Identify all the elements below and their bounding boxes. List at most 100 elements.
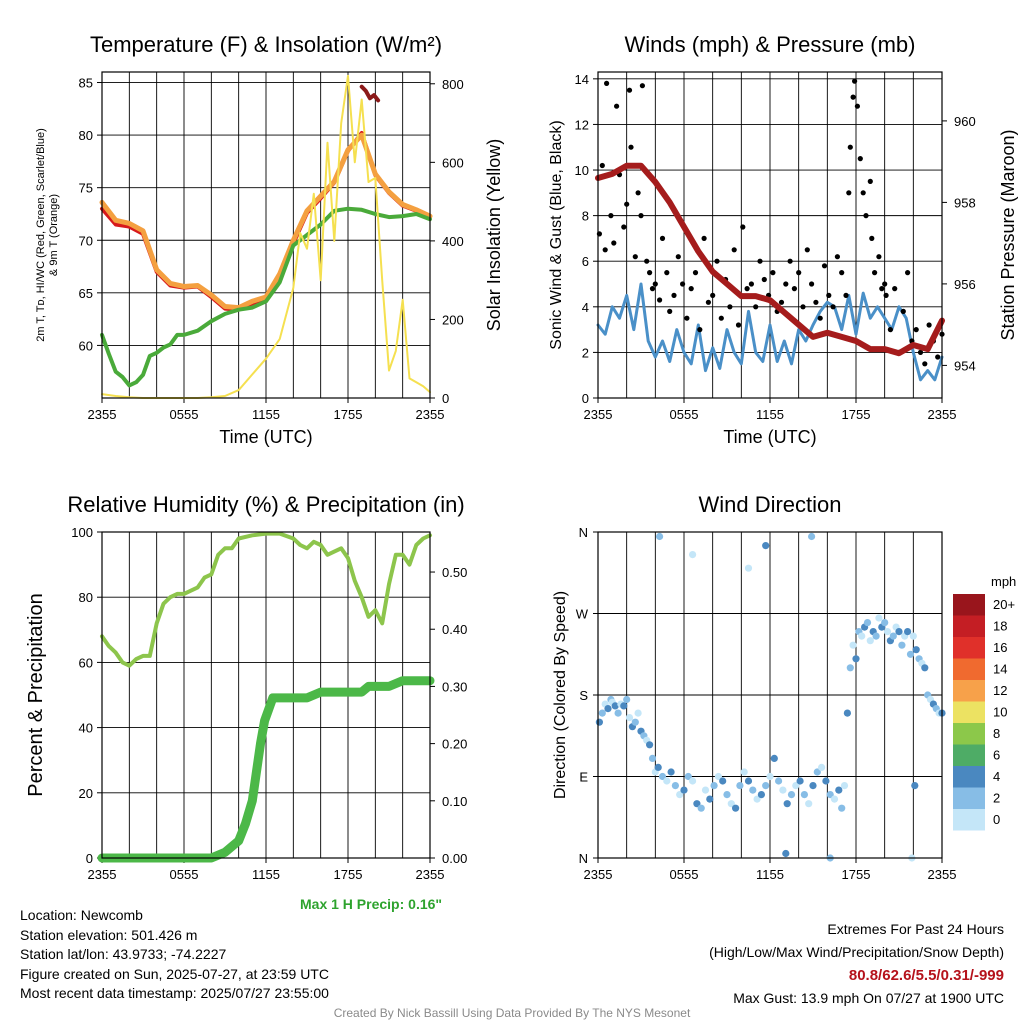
direction-point bbox=[663, 777, 671, 785]
gust-point bbox=[826, 292, 832, 298]
gust-point bbox=[649, 286, 656, 292]
x-tick-label: 2355 bbox=[584, 407, 613, 422]
gust-point bbox=[675, 254, 681, 260]
y-axis-label: Sonic Wind & Gust (Blue, Black) bbox=[548, 120, 565, 349]
gust-point bbox=[671, 292, 677, 298]
direction-point bbox=[676, 791, 684, 799]
gust-point bbox=[850, 94, 856, 100]
y-axis-left-tick-label: 12 bbox=[575, 117, 589, 132]
direction-point bbox=[744, 777, 753, 785]
gust-point bbox=[735, 322, 742, 328]
y-axis-label-line: 2m T, Tᴅ, HI/WC (Red, Green, Scarlet/Blu… bbox=[35, 128, 47, 342]
x-tick-label: 0555 bbox=[170, 867, 199, 882]
legend-label: 8 bbox=[993, 726, 1000, 741]
direction-point bbox=[706, 795, 714, 803]
gust-point bbox=[778, 299, 785, 305]
direction-point bbox=[634, 709, 642, 717]
gust-point bbox=[770, 270, 776, 276]
location-text: Location: Newcomb bbox=[20, 907, 143, 923]
plot-frame bbox=[101, 531, 431, 859]
gust-point bbox=[604, 80, 610, 86]
direction-point bbox=[614, 709, 622, 717]
direction-point bbox=[701, 786, 710, 794]
direction-point bbox=[838, 804, 846, 812]
humidity-precip-panel: Relative Humidity (%) & Precipitation (i… bbox=[25, 492, 467, 882]
y-axis-left-tick-label: 8 bbox=[582, 209, 589, 224]
max-precip-annotation: Max 1 H Precip: 0.16" bbox=[300, 896, 443, 912]
y-axis-left-tick-label: 100 bbox=[71, 525, 93, 540]
y-axis-right-tick-label: 956 bbox=[954, 277, 976, 292]
gust-point bbox=[834, 254, 841, 260]
legend-swatch bbox=[953, 637, 985, 659]
legend-swatch bbox=[953, 658, 985, 680]
direction-point bbox=[792, 782, 800, 790]
gust-point bbox=[632, 254, 638, 260]
direction-point bbox=[813, 768, 821, 776]
gust-point bbox=[872, 270, 878, 276]
gust-point bbox=[647, 270, 653, 276]
gust-point bbox=[599, 162, 605, 169]
plot-frame bbox=[597, 71, 943, 399]
y-axis-right-tick-label: 0.00 bbox=[442, 851, 467, 866]
direction-point bbox=[736, 782, 744, 790]
gust-point bbox=[701, 235, 707, 241]
y-axis-left-tick-label: 6 bbox=[582, 254, 589, 269]
y-axis-right-tick-label: 0.40 bbox=[442, 622, 467, 637]
legend-label: 14 bbox=[993, 662, 1007, 677]
direction-point bbox=[625, 714, 634, 722]
y-axis-left-tick-label: 85 bbox=[79, 76, 93, 91]
direction-point bbox=[883, 628, 892, 636]
legend-label: 6 bbox=[993, 748, 1000, 763]
direction-point bbox=[921, 664, 929, 672]
direction-point bbox=[727, 800, 735, 808]
direction-point bbox=[796, 777, 804, 785]
gust-point bbox=[753, 304, 759, 310]
gust-point bbox=[887, 327, 894, 333]
direction-point bbox=[753, 795, 761, 803]
station-info: Location: Newcomb Station elevation: 501… bbox=[20, 906, 329, 1004]
gust-point bbox=[684, 315, 690, 321]
gust-point bbox=[843, 292, 849, 298]
direction-point bbox=[783, 800, 791, 808]
gust-point bbox=[611, 240, 617, 246]
gust-point bbox=[839, 270, 845, 276]
y-axis-left-tick-label: 80 bbox=[79, 128, 93, 143]
direction-point bbox=[714, 772, 723, 781]
y-axis-right-tick-label: 800 bbox=[442, 77, 464, 92]
series-line bbox=[595, 162, 945, 357]
x-tick-label: 2355 bbox=[88, 867, 117, 882]
gust-point bbox=[796, 270, 802, 276]
gust-point bbox=[667, 308, 673, 314]
legend-swatch bbox=[953, 787, 985, 809]
direction-point bbox=[680, 786, 688, 794]
legend-swatch bbox=[953, 766, 985, 788]
direction-point bbox=[656, 532, 664, 541]
plot-frame bbox=[101, 71, 431, 399]
direction-point bbox=[719, 777, 727, 785]
x-tick-label: 1755 bbox=[842, 867, 871, 882]
gust-point bbox=[608, 213, 614, 219]
gust-point bbox=[830, 304, 836, 310]
y-axis-right-tick-label: 0.50 bbox=[442, 565, 467, 580]
y-axis-left-tick-label: 0 bbox=[582, 391, 589, 406]
gust-point bbox=[817, 315, 823, 321]
x-tick-label: 2355 bbox=[88, 407, 117, 422]
gust-point bbox=[860, 190, 866, 196]
y-axis-right-tick-label: 200 bbox=[442, 312, 464, 327]
gust-point bbox=[714, 258, 720, 264]
legend-swatch bbox=[953, 744, 985, 766]
gust-point bbox=[791, 286, 798, 292]
series-line bbox=[359, 84, 381, 103]
direction-point bbox=[732, 804, 740, 812]
direction-point bbox=[872, 632, 880, 640]
winds-pressure-panel: Winds (mph) & Pressure (mb) 2355 0555 1155 1… bbox=[548, 32, 1018, 447]
y-axis-label: 2m T, Tᴅ, HI/WC (Red, Green, Scarlet/Blu… bbox=[35, 128, 60, 342]
x-tick-label: 2355 bbox=[584, 867, 613, 882]
direction-point bbox=[779, 786, 787, 794]
gust-point bbox=[857, 156, 863, 162]
legend-title: mph bbox=[991, 574, 1016, 589]
direction-point bbox=[846, 664, 854, 672]
x-tick-label: 1155 bbox=[252, 407, 280, 422]
legend-label: 18 bbox=[993, 619, 1007, 634]
y-axis-right-tick-label: 958 bbox=[954, 195, 976, 210]
